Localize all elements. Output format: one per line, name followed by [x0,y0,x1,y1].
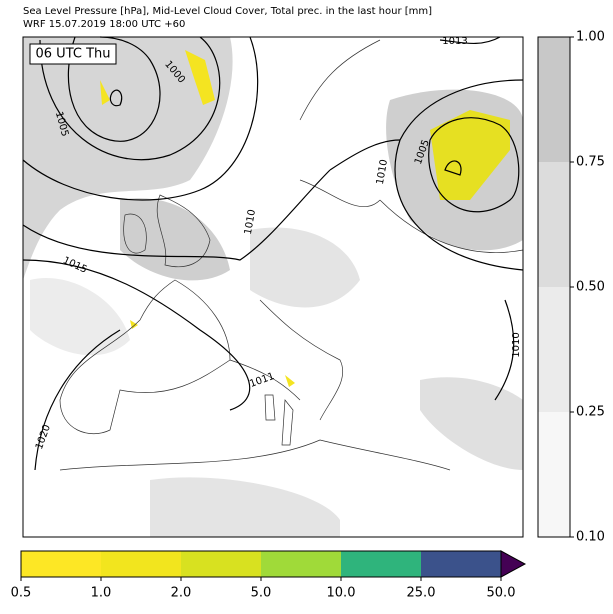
map: 06 UTC Thu 1000 1005 1010 1015 1020 1010… [22,36,524,538]
colorbar-band [21,551,101,577]
colorbar-band [538,162,570,287]
title-line2: WRF 15.07.2019 18:00 UTC +60 [23,19,185,30]
colorbar-band [421,551,501,577]
colorbar-tick-label: 5.0 [251,586,272,601]
colorbar-extend [500,550,527,578]
time-label-box [29,43,117,65]
colorbar-tick-label: 50.0 [487,586,516,601]
isobar-label: 1010 [243,209,258,236]
colorbar-tick-label: 25.0 [407,586,436,601]
precip-areas [100,50,510,387]
colorbar-band [261,551,341,577]
cloud-colorbar: 1.00 0.75 0.50 0.25 0.10 [537,30,605,545]
colorbar-band [538,37,570,162]
colorbar-tick-label: 1.00 [576,30,605,45]
colorbar-tick-label: 0.25 [576,405,605,420]
colorbar-tick-label: 0.75 [576,155,605,170]
colorbar-band [538,287,570,412]
colorbar-band [341,551,421,577]
colorbar-band [101,551,181,577]
isobars [22,36,524,471]
colorbar-tick-label: 0.50 [576,280,605,295]
isobar-label: 1010 [375,159,390,186]
colorbar-tick-label: 2.0 [171,586,192,601]
coastlines [59,39,524,471]
isobar-label: 1010 [511,332,522,357]
title-line1: Sea Level Pressure [hPa], Mid-Level Clou… [23,6,432,17]
colorbar-band [181,551,261,577]
colorbar-tick-label: 0.10 [576,530,605,545]
colorbar-tick-label: 1.0 [91,586,112,601]
precip-colorbar: 0.5 1.0 2.0 5.0 10.0 25.0 50.0 [11,550,527,601]
time-label: 06 UTC Thu [36,47,111,62]
colorbar-tick-label: 10.0 [327,586,356,601]
isobar-label: 1013 [442,36,467,47]
colorbar-tick-label: 0.5 [11,586,32,601]
colorbar-band [538,412,570,537]
